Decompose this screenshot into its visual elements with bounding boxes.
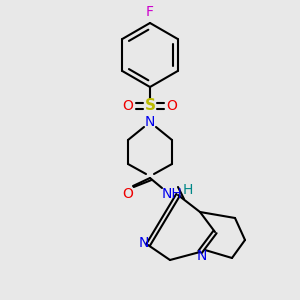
Text: O: O <box>167 99 177 113</box>
Text: NH: NH <box>162 187 182 201</box>
Text: N: N <box>197 249 207 263</box>
Text: O: O <box>123 187 134 201</box>
Text: N: N <box>139 236 149 250</box>
Text: H: H <box>183 183 193 197</box>
Text: N: N <box>145 115 155 129</box>
Text: F: F <box>146 5 154 19</box>
Text: O: O <box>123 99 134 113</box>
Text: S: S <box>145 98 155 113</box>
